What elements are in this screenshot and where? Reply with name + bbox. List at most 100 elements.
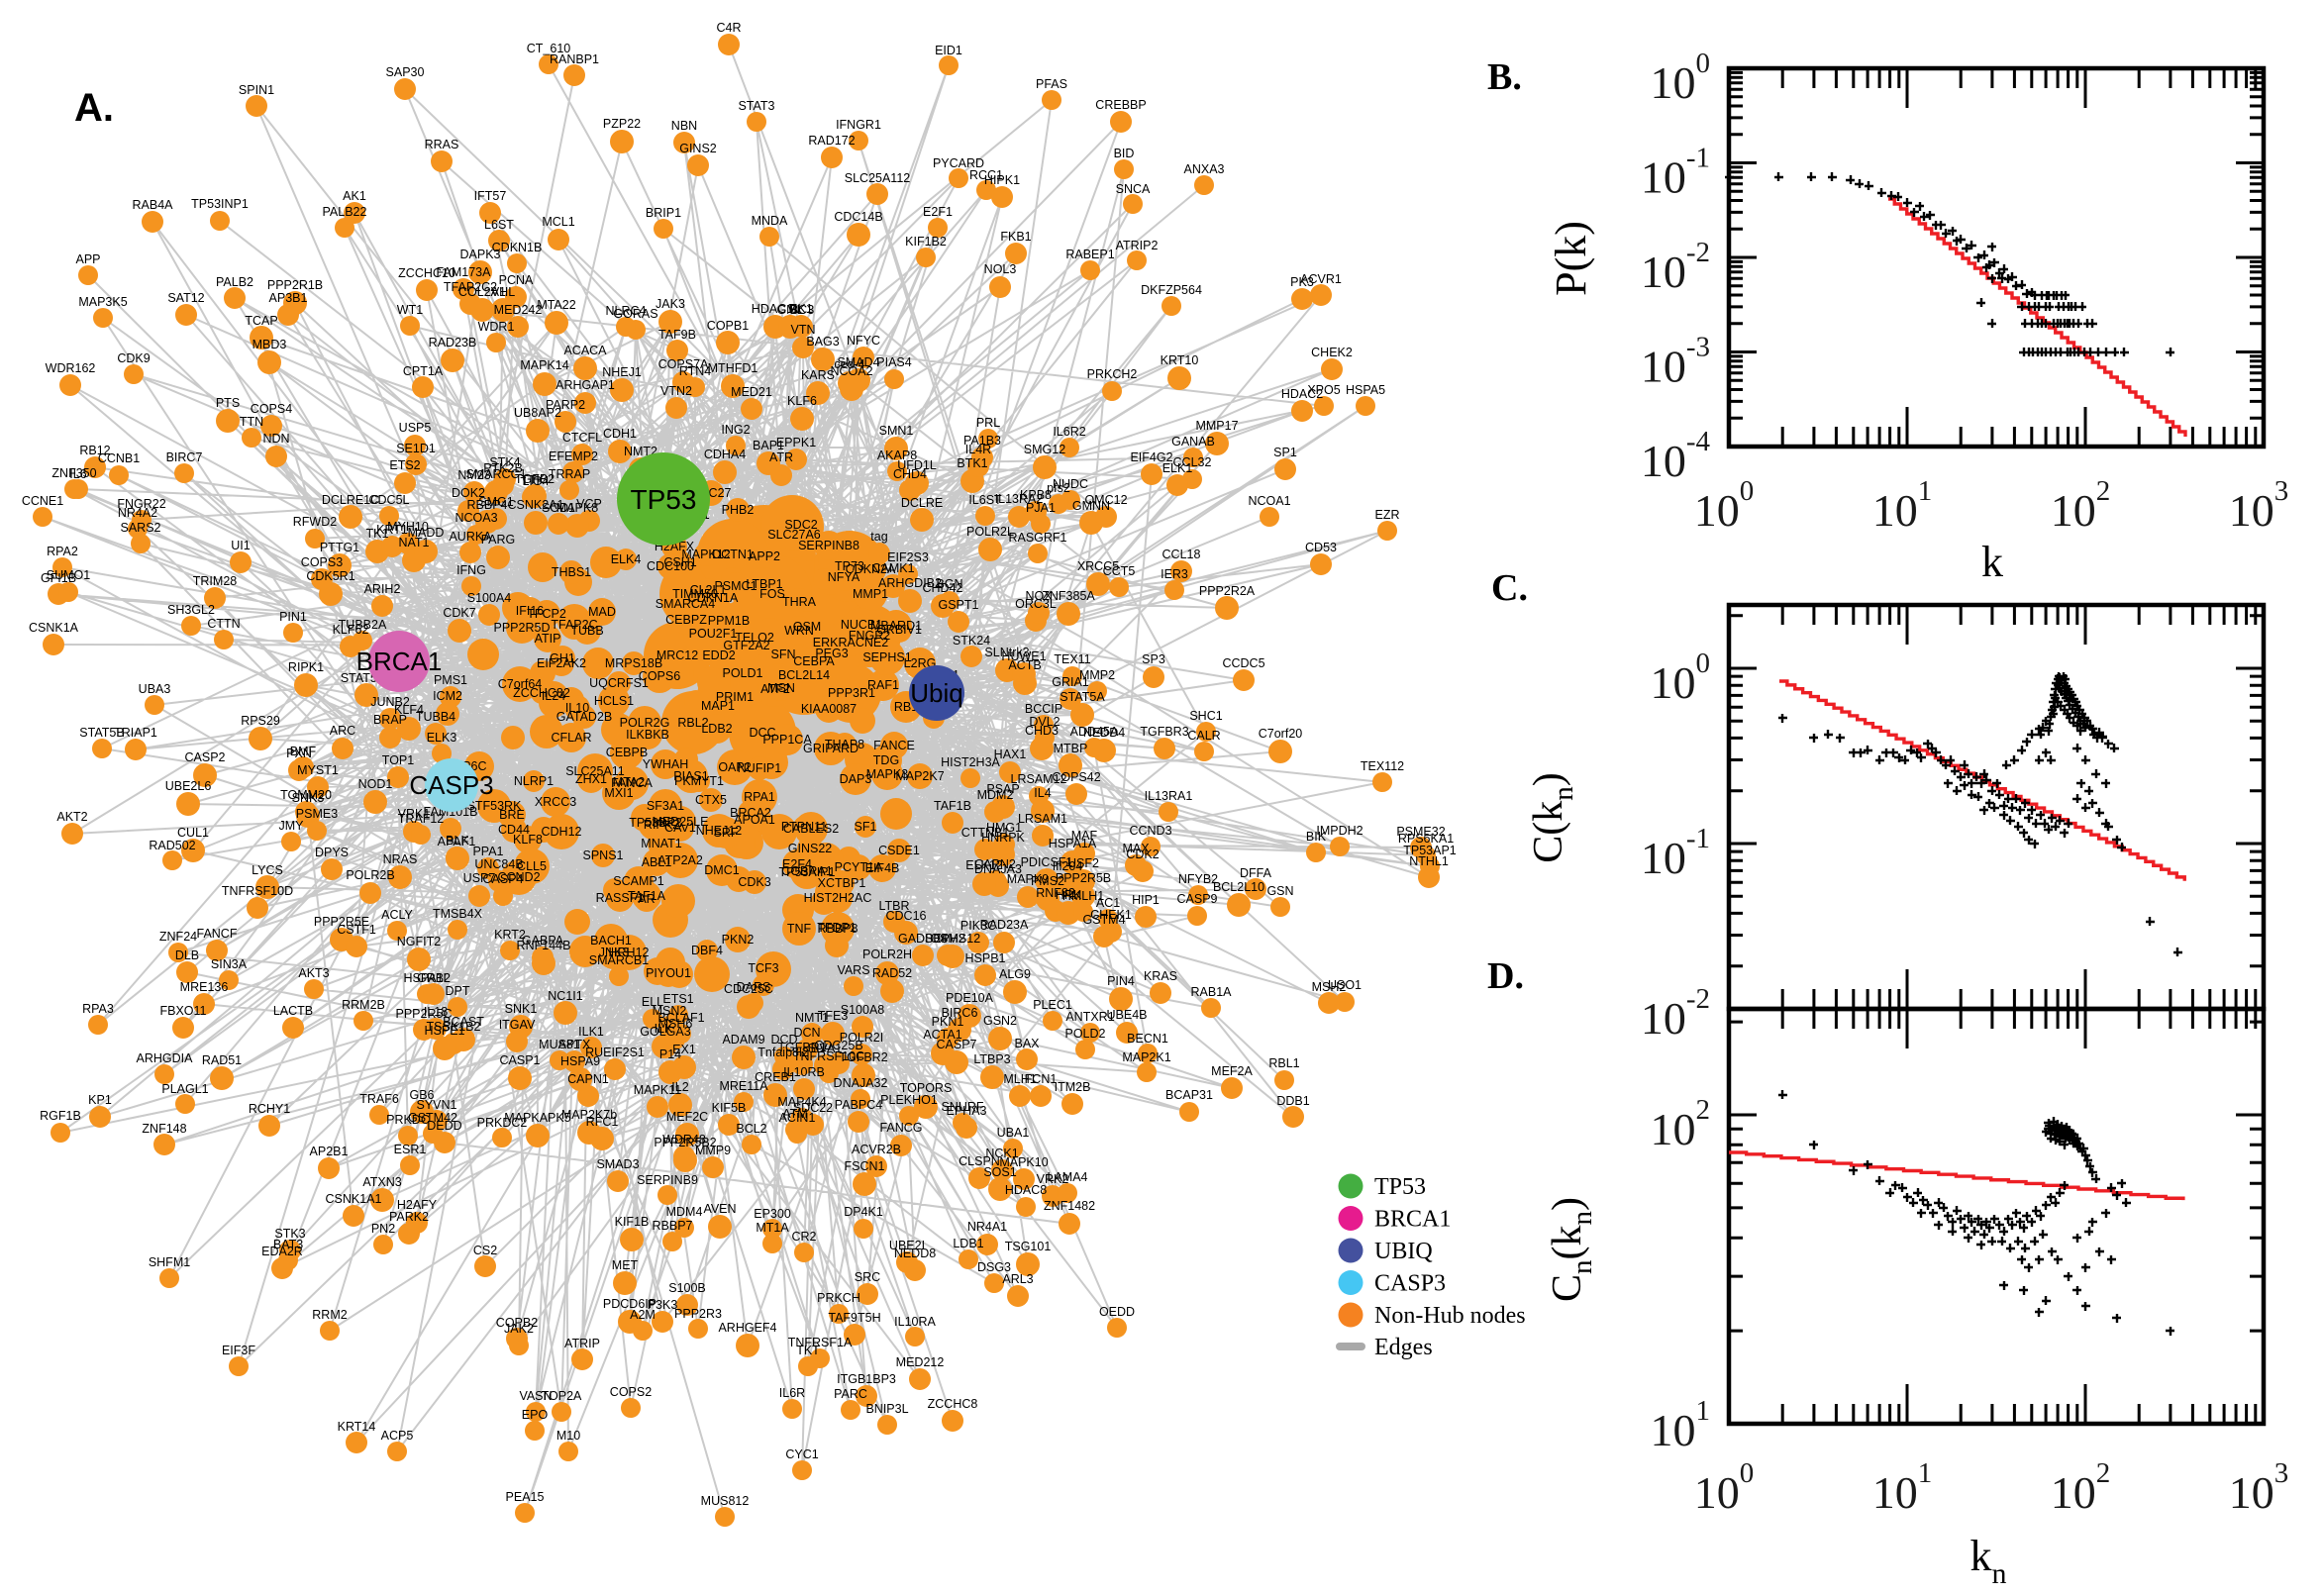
- svg-text:DEDD: DEDD: [427, 1119, 461, 1133]
- svg-text:FNGR22: FNGR22: [117, 497, 165, 511]
- svg-text:DOK2: DOK2: [452, 486, 485, 500]
- svg-text:SPIN1: SPIN1: [239, 83, 274, 97]
- svg-text:USP7: USP7: [463, 871, 496, 885]
- svg-text:DLB: DLB: [175, 948, 199, 962]
- svg-text:SOS1: SOS1: [983, 1165, 1016, 1179]
- svg-text:RBL1: RBL1: [1268, 1056, 1299, 1070]
- svg-text:KRT14: KRT14: [338, 1420, 376, 1434]
- svg-text:HRK: HRK: [1056, 888, 1082, 902]
- svg-text:CASP1: CASP1: [500, 1053, 541, 1067]
- svg-text:PDICSF1: PDICSF1: [1021, 855, 1073, 869]
- svg-text:IMPDH2: IMPDH2: [1316, 824, 1363, 838]
- svg-text:NR4A2: NR4A2: [118, 506, 157, 520]
- svg-text:MMP1: MMP1: [853, 587, 888, 601]
- svg-text:TAF9T5H: TAF9T5H: [828, 1311, 880, 1325]
- svg-text:CDH1: CDH1: [603, 427, 637, 441]
- svg-text:SLNtrk3: SLNtrk3: [984, 646, 1029, 659]
- svg-text:FOS: FOS: [759, 587, 785, 601]
- svg-text:CCL32: CCL32: [1173, 455, 1212, 469]
- svg-text:102: 102: [1651, 1094, 1711, 1154]
- svg-text:CFLAR: CFLAR: [552, 731, 592, 745]
- svg-text:BCCIP: BCCIP: [1025, 702, 1062, 716]
- svg-text:MCL1: MCL1: [542, 215, 574, 229]
- svg-text:THAP8: THAP8: [825, 738, 864, 751]
- svg-text:MAPK12: MAPK12: [681, 548, 730, 561]
- svg-text:COPS42: COPS42: [1052, 770, 1100, 784]
- svg-text:PYCARD: PYCARD: [933, 156, 984, 170]
- svg-text:P14: P14: [659, 1047, 681, 1061]
- svg-text:CTTN: CTTN: [207, 617, 240, 631]
- svg-text:MAPK8: MAPK8: [556, 501, 598, 515]
- svg-text:RANBP1: RANBP1: [550, 52, 599, 66]
- svg-text:NCOA1: NCOA1: [1248, 494, 1290, 508]
- svg-text:DAPK3: DAPK3: [460, 248, 501, 261]
- svg-text:UB8AP2: UB8AP2: [514, 406, 561, 420]
- svg-text:CCND3: CCND3: [1129, 824, 1171, 838]
- svg-text:GH1: GH1: [550, 651, 575, 665]
- svg-text:DCN: DCN: [793, 1026, 820, 1040]
- svg-text:COPS6: COPS6: [639, 669, 680, 683]
- svg-text:S100A4: S100A4: [467, 591, 512, 605]
- svg-text:RIPK2: RIPK2: [644, 818, 679, 832]
- svg-text:RNF144B: RNF144B: [517, 939, 571, 952]
- svg-text:CUL1: CUL1: [177, 826, 209, 840]
- svg-text:GSTM42: GSTM42: [408, 1111, 457, 1125]
- svg-text:10-2: 10-2: [1641, 237, 1710, 297]
- svg-text:MTA2: MTA2: [613, 775, 645, 789]
- svg-text:SP3: SP3: [1142, 652, 1165, 666]
- svg-text:10-3: 10-3: [1641, 332, 1710, 392]
- svg-text:KIF1B: KIF1B: [615, 1215, 650, 1229]
- svg-text:SNK1: SNK1: [505, 1002, 538, 1016]
- svg-text:MLH1: MLH1: [1003, 1072, 1036, 1086]
- svg-text:CEBPB: CEBPB: [606, 746, 648, 759]
- svg-text:ATR: ATR: [769, 450, 793, 464]
- svg-text:RRM2B: RRM2B: [342, 998, 385, 1012]
- svg-text:PSMC1: PSMC1: [714, 579, 757, 593]
- svg-text:GTF2A2: GTF2A2: [723, 639, 769, 652]
- svg-text:C(kn): C(kn): [1526, 772, 1579, 863]
- svg-text:EP300: EP300: [754, 1207, 791, 1221]
- svg-text:TP53BP2: TP53BP2: [629, 816, 682, 830]
- svg-text:MED212: MED212: [896, 1355, 945, 1369]
- svg-text:MAPK3: MAPK3: [866, 767, 908, 781]
- svg-text:TSG101: TSG101: [1005, 1240, 1052, 1253]
- svg-text:THBS1: THBS1: [552, 565, 591, 579]
- svg-text:BRE: BRE: [499, 808, 525, 822]
- svg-text:MRE11A: MRE11A: [719, 1079, 768, 1093]
- svg-text:SNK3: SNK3: [292, 791, 325, 805]
- svg-text:OAP2: OAP2: [718, 760, 751, 774]
- svg-text:POLR2L: POLR2L: [966, 525, 1014, 539]
- svg-text:DCTN1: DCTN1: [712, 548, 754, 561]
- svg-text:CTTNB1: CTTNB1: [961, 826, 1010, 840]
- svg-text:PRL: PRL: [976, 416, 1000, 430]
- svg-text:MAPKAPK5: MAPKAPK5: [504, 1111, 570, 1125]
- svg-text:SEPHS12: SEPHS12: [925, 932, 980, 946]
- svg-text:FANCF: FANCF: [197, 927, 238, 941]
- svg-text:ACTA1: ACTA1: [923, 1028, 961, 1042]
- svg-text:UBE4B: UBE4B: [1107, 1008, 1148, 1022]
- svg-text:BRCA1: BRCA1: [1374, 1207, 1451, 1233]
- svg-text:GORAS: GORAS: [613, 307, 657, 321]
- svg-text:CREBBP: CREBBP: [1095, 98, 1146, 112]
- svg-text:RAD52: RAD52: [872, 966, 912, 980]
- svg-text:BIK: BIK: [1306, 830, 1327, 844]
- svg-text:HIST2H2AC: HIST2H2AC: [804, 891, 872, 905]
- svg-text:CD44: CD44: [498, 823, 530, 837]
- svg-text:SMAD3: SMAD3: [596, 1157, 639, 1171]
- svg-text:GMNN: GMNN: [1072, 499, 1110, 513]
- svg-text:CASP3: CASP3: [409, 770, 493, 800]
- svg-text:NC1I1: NC1I1: [548, 989, 582, 1003]
- svg-text:PSME3: PSME3: [296, 807, 338, 821]
- svg-text:XPO5: XPO5: [1307, 383, 1340, 397]
- svg-text:PSAP: PSAP: [986, 782, 1019, 796]
- svg-text:TRAF12: TRAF12: [398, 812, 445, 826]
- svg-text:CCT5: CCT5: [1103, 564, 1136, 578]
- svg-text:MAPK14: MAPK14: [520, 358, 568, 372]
- svg-text:CDK3: CDK3: [738, 875, 770, 889]
- svg-text:HAX1: HAX1: [994, 748, 1027, 761]
- svg-text:ITGB1BP3: ITGB1BP3: [837, 1372, 896, 1386]
- svg-text:102: 102: [2051, 475, 2111, 536]
- svg-text:SMARCB1: SMARCB1: [589, 953, 649, 967]
- svg-text:MAP2K1: MAP2K1: [1122, 1050, 1170, 1064]
- svg-text:HUWE1: HUWE1: [1001, 649, 1046, 663]
